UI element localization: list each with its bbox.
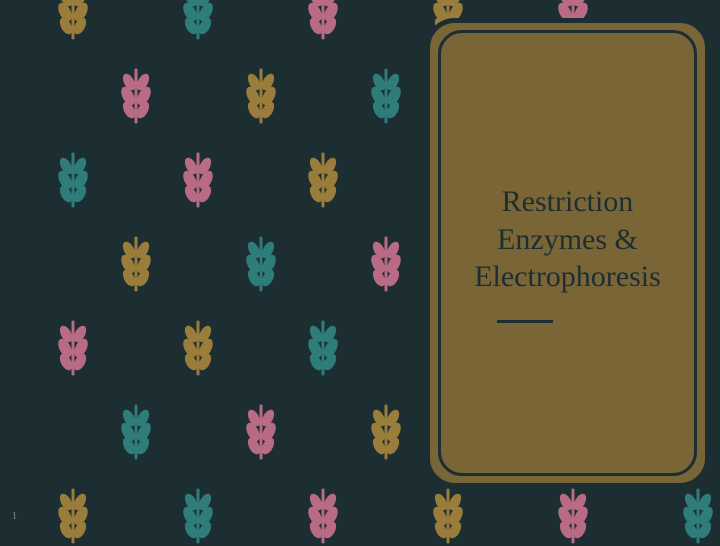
title-line-3: Electrophoresis (474, 258, 661, 296)
leaf-icon (305, 0, 341, 42)
leaf-icon (55, 486, 91, 546)
leaf-icon (305, 486, 341, 546)
leaf-icon (55, 0, 91, 42)
leaf-icon (180, 0, 216, 42)
leaf-icon (180, 486, 216, 546)
leaf-icon (430, 486, 466, 546)
leaf-icon (368, 66, 404, 126)
leaf-icon (555, 486, 591, 546)
title-line-1: Restriction (474, 183, 661, 221)
leaf-icon (243, 66, 279, 126)
leaf-icon (680, 486, 716, 546)
leaf-icon (180, 150, 216, 210)
title-card: Restriction Enzymes & Electrophoresis (438, 30, 697, 476)
leaf-icon (55, 318, 91, 378)
leaf-icon (305, 150, 341, 210)
page-number: 1 (12, 511, 17, 522)
slide-title: Restriction Enzymes & Electrophoresis (474, 183, 661, 296)
leaf-icon (243, 402, 279, 462)
leaf-icon (55, 150, 91, 210)
title-line-2: Enzymes & (474, 221, 661, 259)
title-underline (497, 320, 553, 323)
leaf-icon (305, 318, 341, 378)
leaf-icon (118, 402, 154, 462)
leaf-icon (180, 318, 216, 378)
leaf-icon (243, 234, 279, 294)
leaf-icon (118, 234, 154, 294)
leaf-icon (368, 234, 404, 294)
leaf-icon (118, 66, 154, 126)
leaf-icon (368, 402, 404, 462)
